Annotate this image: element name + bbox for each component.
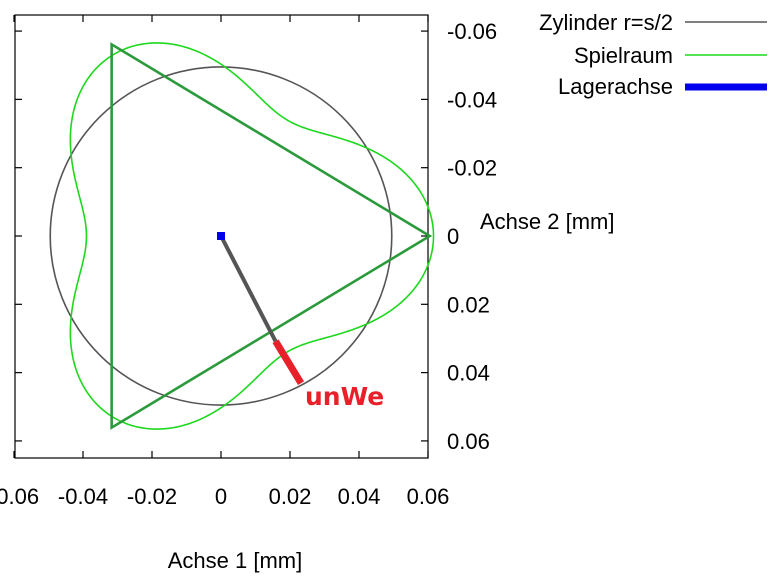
ticks <box>13 15 429 458</box>
legend: Zylinder r=s/2 Spielraum Lagerachse <box>539 10 767 99</box>
series-cylinder <box>49 66 393 406</box>
legend-label-cylinder: Zylinder r=s/2 <box>539 10 673 35</box>
series-clearance <box>69 42 435 430</box>
legend-label-clearance: Spielraum <box>574 43 673 68</box>
y-axis-label: Achse 2 [mm] <box>480 209 614 234</box>
x-axis-label: Achse 1 [mm] <box>168 548 302 573</box>
y-tick-label: -0.02 <box>447 156 497 181</box>
tick-labels: -0.06 -0.04 -0.02 0 0.02 0.04 0.06 -0.06 -0.04 -0… <box>0 19 497 509</box>
y-tick-label: 0.02 <box>447 292 490 317</box>
x-tick-label: 0.06 <box>407 484 450 509</box>
plot-area <box>49 42 435 430</box>
y-tick-label: 0.04 <box>447 361 490 386</box>
x-tick-label: 0.04 <box>338 484 381 509</box>
y-tick-label: 0.06 <box>447 429 490 454</box>
x-tick-label: -0.06 <box>0 484 39 509</box>
y-tick-label: 0 <box>447 224 459 249</box>
x-tick-label: -0.04 <box>58 484 108 509</box>
x-tick-label: -0.02 <box>127 484 177 509</box>
legend-label-bearing-axis: Lagerachse <box>558 74 673 99</box>
x-tick-label: 0 <box>215 484 227 509</box>
y-tick-label: -0.04 <box>447 87 497 112</box>
y-tick-label: -0.06 <box>447 19 497 44</box>
x-tick-label: 0.02 <box>269 484 312 509</box>
unwe-segment <box>272 339 305 386</box>
unwe-annotation: unWe <box>305 382 384 411</box>
eccentricity-segment <box>219 235 278 343</box>
series-bearing-axis <box>217 232 225 240</box>
